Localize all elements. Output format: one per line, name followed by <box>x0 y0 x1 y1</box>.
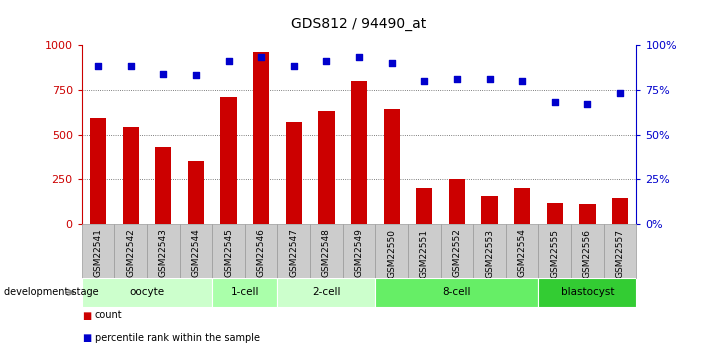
Bar <box>449 178 465 224</box>
Bar <box>375 278 538 307</box>
Text: GDS812 / 94490_at: GDS812 / 94490_at <box>292 17 427 31</box>
Text: count: count <box>95 310 122 321</box>
Point <box>92 63 104 69</box>
Bar <box>82 278 213 307</box>
Bar <box>441 224 474 278</box>
Bar <box>538 224 571 278</box>
Bar <box>213 278 277 307</box>
Bar <box>319 111 335 224</box>
Bar <box>579 204 596 224</box>
Text: GSM22551: GSM22551 <box>419 228 429 277</box>
Bar <box>514 188 530 224</box>
Text: GSM22545: GSM22545 <box>224 228 233 277</box>
Bar <box>604 224 636 278</box>
Text: ■: ■ <box>82 310 91 321</box>
Bar <box>122 127 139 224</box>
Point <box>191 72 202 78</box>
Point <box>125 63 137 69</box>
Bar <box>147 224 180 278</box>
Bar <box>286 122 302 224</box>
Text: blastocyst: blastocyst <box>561 287 614 297</box>
Text: 1-cell: 1-cell <box>230 287 259 297</box>
Text: GSM22553: GSM22553 <box>485 228 494 277</box>
Bar <box>375 224 408 278</box>
Point <box>614 90 626 96</box>
Bar <box>416 188 432 224</box>
Point <box>582 101 593 107</box>
Text: percentile rank within the sample: percentile rank within the sample <box>95 333 260 343</box>
Bar <box>571 224 604 278</box>
Bar <box>612 198 629 224</box>
Text: GSM22548: GSM22548 <box>322 228 331 277</box>
Bar <box>408 224 441 278</box>
Bar <box>474 224 506 278</box>
Text: GSM22541: GSM22541 <box>94 228 102 277</box>
Point <box>288 63 299 69</box>
Text: 2-cell: 2-cell <box>312 287 341 297</box>
Bar <box>188 161 204 224</box>
Text: GSM22555: GSM22555 <box>550 228 560 277</box>
Bar <box>180 224 213 278</box>
Text: GSM22554: GSM22554 <box>518 228 527 277</box>
Bar <box>213 224 245 278</box>
Text: development stage: development stage <box>4 287 98 297</box>
Point <box>321 58 332 64</box>
Text: GSM22550: GSM22550 <box>387 228 396 277</box>
Bar <box>245 224 277 278</box>
Bar <box>310 224 343 278</box>
Bar <box>351 81 367 224</box>
Point <box>386 60 397 66</box>
Bar <box>481 196 498 224</box>
Point <box>255 55 267 60</box>
Text: GSM22547: GSM22547 <box>289 228 299 277</box>
Text: GSM22549: GSM22549 <box>355 228 363 277</box>
Point <box>516 78 528 83</box>
Text: GSM22552: GSM22552 <box>452 228 461 277</box>
Text: GSM22557: GSM22557 <box>616 228 624 277</box>
Bar <box>82 224 114 278</box>
Bar <box>90 118 106 224</box>
Text: ■: ■ <box>82 333 91 343</box>
Point <box>484 76 496 82</box>
Text: GSM22546: GSM22546 <box>257 228 266 277</box>
Bar <box>383 109 400 224</box>
Point <box>223 58 234 64</box>
Bar <box>547 203 563 224</box>
Bar <box>114 224 147 278</box>
Point <box>158 71 169 76</box>
Bar <box>277 278 375 307</box>
Bar <box>253 52 269 224</box>
Text: GSM22543: GSM22543 <box>159 228 168 277</box>
Text: oocyte: oocyte <box>129 287 164 297</box>
Point <box>549 99 560 105</box>
Bar <box>538 278 636 307</box>
Bar <box>506 224 538 278</box>
Text: GSM22542: GSM22542 <box>126 228 135 277</box>
Bar <box>277 224 310 278</box>
Point <box>451 76 463 82</box>
Point <box>353 55 365 60</box>
Point <box>419 78 430 83</box>
Text: 8-cell: 8-cell <box>443 287 471 297</box>
Text: GSM22556: GSM22556 <box>583 228 592 277</box>
Bar <box>155 147 171 224</box>
Bar <box>343 224 375 278</box>
Text: GSM22544: GSM22544 <box>191 228 201 277</box>
Bar <box>220 97 237 224</box>
